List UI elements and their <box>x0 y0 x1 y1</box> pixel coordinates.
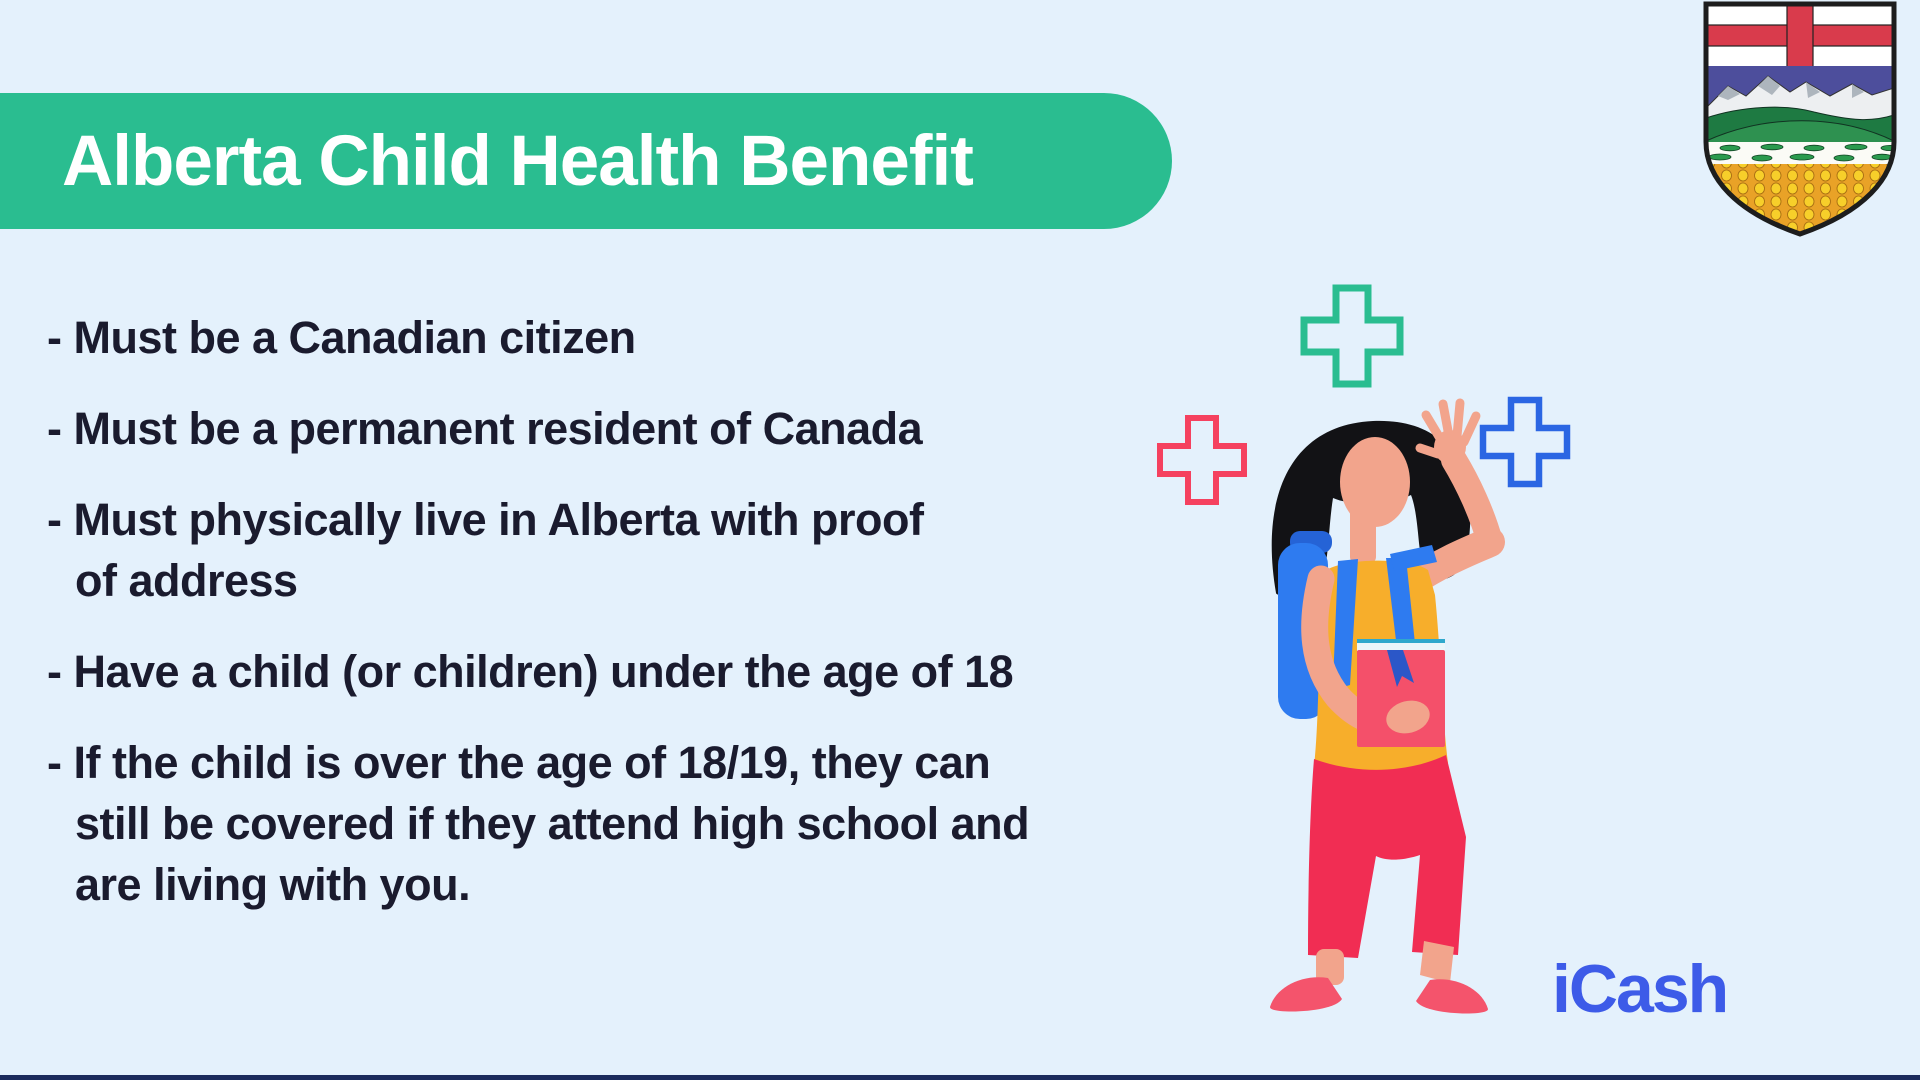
benefit-item: - Must physically live in Alberta with p… <box>47 494 924 606</box>
backpack-strap-right <box>1386 558 1416 657</box>
hand-on-book <box>1386 700 1430 734</box>
shield-wheat-field <box>1706 164 1894 234</box>
raised-forearm <box>1441 447 1503 555</box>
benefit-item: - Must be a permanent resident of Canada <box>47 403 923 454</box>
right-ankle <box>1420 941 1454 983</box>
student-illustration <box>1157 284 1571 1014</box>
alberta-coat-of-arms-icon <box>1703 1 1897 237</box>
hand-fingers <box>1415 398 1481 459</box>
st-george-cross <box>1706 4 1894 69</box>
medical-cross-icon-red <box>1157 415 1247 505</box>
right-shoe <box>1416 979 1488 1014</box>
benefit-item: - If the child is over the age of 18/19,… <box>47 737 1030 910</box>
benefit-item: - Have a child (or children) under the a… <box>47 646 1014 697</box>
benefit-list: - Must be a Canadian citizen - Must be a … <box>47 307 1317 945</box>
left-ankle <box>1316 949 1344 985</box>
page-title: Alberta Child Health Benefit <box>62 121 974 201</box>
medical-cross-icon-blue <box>1479 396 1571 488</box>
shield-outline <box>1703 1 1897 237</box>
bookmark-ribbon <box>1387 650 1414 687</box>
icash-logo: iCash <box>1552 951 1729 1027</box>
backpack-strap-left <box>1333 559 1358 687</box>
backpack-strap-shoulder <box>1390 545 1437 571</box>
left-shoe <box>1270 977 1342 1012</box>
shield-hills <box>1706 106 1894 144</box>
medical-cross-icon-green <box>1300 284 1404 388</box>
student-figure <box>1270 398 1505 1014</box>
face <box>1340 437 1410 527</box>
pants <box>1308 755 1466 958</box>
benefit-item: - Must be a Canadian citizen <box>47 312 636 363</box>
title-banner: Alberta Child Health Benefit <box>0 93 1172 229</box>
shield-prairie <box>1706 142 1894 164</box>
footer-bar <box>0 1075 1920 1080</box>
